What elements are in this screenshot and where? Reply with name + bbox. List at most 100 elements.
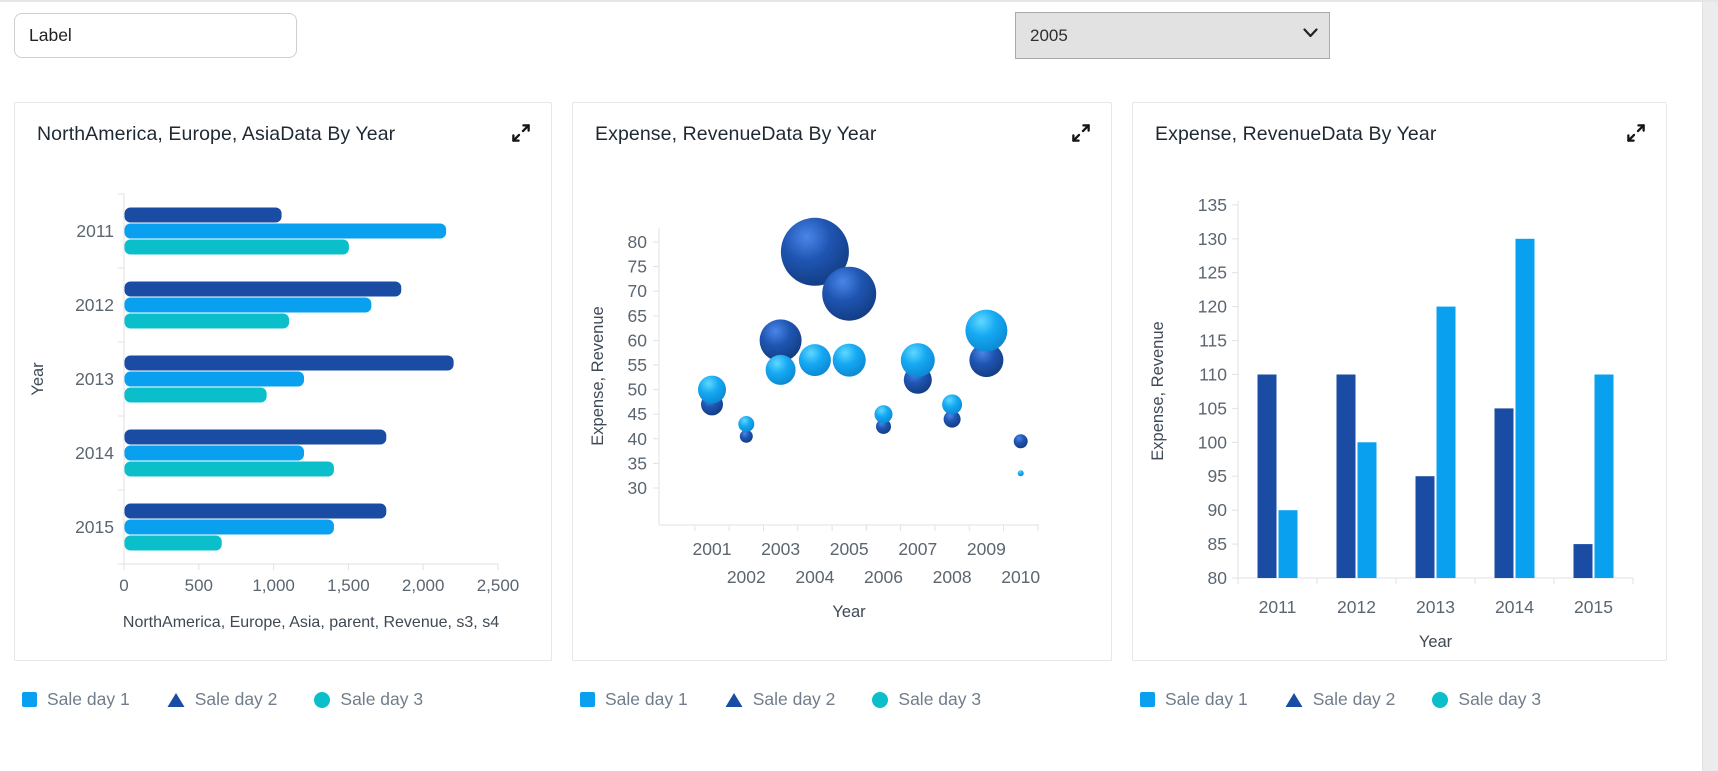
svg-text:2003: 2003	[761, 539, 800, 559]
svg-text:2014: 2014	[75, 443, 114, 463]
svg-text:2015: 2015	[1574, 597, 1613, 617]
chart-card-vertical-bar: Expense, RevenueData By Year 80 85 90 95 100…	[1132, 102, 1667, 661]
bubble	[780, 217, 849, 286]
bubble	[798, 344, 831, 377]
legend-item-sale-day-1[interactable]: Sale day 1	[580, 689, 688, 710]
chart-card-horizontal-bar: NorthAmerica, Europe, AsiaData By Year 0…	[14, 102, 552, 661]
legend-item-label: Sale day 1	[47, 689, 130, 709]
bar	[1257, 374, 1277, 578]
svg-text:Year: Year	[29, 362, 47, 396]
svg-text:115: 115	[1199, 331, 1227, 351]
svg-text:125: 125	[1198, 263, 1227, 283]
svg-text:2,500: 2,500	[477, 576, 520, 595]
card-header: Expense, RevenueData By Year	[1133, 103, 1666, 147]
legend-square-icon	[1140, 692, 1155, 707]
bubble	[1013, 434, 1028, 449]
expand-button[interactable]	[507, 119, 535, 147]
legend-item-sale-day-2[interactable]: Sale day 2	[725, 689, 836, 710]
bubble	[876, 419, 891, 434]
bubble	[900, 343, 935, 378]
legend-item-sale-day-2[interactable]: Sale day 2	[1285, 689, 1396, 710]
legend-item-sale-day-3[interactable]: Sale day 3	[1432, 689, 1541, 710]
expand-button[interactable]	[1067, 119, 1095, 147]
legend-triangle-icon	[167, 692, 185, 708]
legend-square-icon	[22, 692, 37, 707]
bubble	[874, 405, 893, 424]
legend-circle-icon	[314, 691, 331, 708]
svg-text:Year: Year	[1419, 633, 1453, 651]
legend-item-sale-day-2[interactable]: Sale day 2	[167, 689, 278, 710]
svg-text:2009: 2009	[967, 539, 1006, 559]
bar	[124, 355, 454, 371]
svg-text:2,000: 2,000	[402, 576, 445, 595]
svg-text:85: 85	[1208, 534, 1227, 554]
chart-title: Expense, RevenueData By Year	[1155, 123, 1437, 145]
svg-text:110: 110	[1199, 364, 1227, 384]
bar	[124, 223, 447, 239]
svg-text:2010: 2010	[1001, 567, 1040, 587]
svg-text:2001: 2001	[693, 539, 732, 559]
legend-item-label: Sale day 2	[752, 689, 836, 709]
bubble	[969, 343, 1004, 378]
svg-text:2002: 2002	[727, 567, 766, 587]
svg-text:120: 120	[1198, 297, 1227, 317]
legend-item-label: Sale day 3	[898, 689, 982, 709]
cards-row: NorthAmerica, Europe, AsiaData By Year 0…	[14, 102, 1718, 710]
legend-item-label: Sale day 3	[340, 689, 424, 709]
svg-text:2015: 2015	[75, 517, 114, 537]
svg-text:40: 40	[628, 429, 648, 449]
svg-text:2012: 2012	[75, 295, 114, 315]
svg-text:35: 35	[628, 453, 647, 473]
svg-text:100: 100	[1198, 432, 1227, 452]
bar	[1336, 374, 1356, 578]
svg-text:2013: 2013	[1416, 597, 1455, 617]
bubble	[942, 394, 963, 415]
legend-item-sale-day-1[interactable]: Sale day 1	[1140, 689, 1248, 710]
right-gutter	[1702, 2, 1718, 771]
bar	[124, 519, 334, 535]
legend-item-sale-day-1[interactable]: Sale day 1	[22, 689, 130, 710]
svg-text:2012: 2012	[1337, 597, 1376, 617]
svg-text:70: 70	[628, 281, 648, 301]
year-select[interactable]: 2005	[1015, 12, 1330, 59]
svg-text:105: 105	[1198, 398, 1227, 418]
svg-text:2011: 2011	[1259, 597, 1297, 617]
legend: Sale day 1 Sale day 2 Sale day 3	[580, 689, 1112, 710]
toolbar: 2005	[0, 2, 1718, 72]
chart-column-bubble: Expense, RevenueData By Year 30 35 40 45 50 5…	[572, 102, 1112, 710]
legend-item-label: Sale day 3	[1458, 689, 1542, 709]
bar	[124, 387, 267, 403]
svg-text:Expense, Revenue: Expense, Revenue	[1149, 321, 1167, 460]
bar	[124, 239, 349, 255]
svg-text:50: 50	[628, 380, 648, 400]
bubble	[943, 410, 961, 428]
label-input[interactable]	[14, 13, 297, 58]
horizontal-bar-chart: 0 500 1,000 1,500 2,000 2,500 2011 2012 2013 2014…	[15, 161, 551, 641]
legend-item-label: Sale day 2	[1312, 689, 1396, 709]
legend-item-label: Sale day 1	[1165, 689, 1248, 709]
legend-item-label: Sale day 2	[194, 689, 278, 709]
bar	[124, 503, 387, 519]
legend-circle-icon	[1432, 691, 1449, 708]
expand-button[interactable]	[1622, 119, 1650, 147]
legend: Sale day 1 Sale day 2 Sale day 3	[1140, 689, 1667, 710]
svg-text:95: 95	[1208, 466, 1227, 486]
legend-item-sale-day-3[interactable]: Sale day 3	[314, 689, 423, 710]
bar	[124, 207, 282, 223]
legend-item-sale-day-3[interactable]: Sale day 3	[872, 689, 981, 710]
svg-text:Year: Year	[832, 603, 866, 621]
svg-text:NorthAmerica, Europe, Asia, pa: NorthAmerica, Europe, Asia, parent, Reve…	[123, 614, 499, 631]
svg-text:2011: 2011	[76, 221, 114, 241]
bar	[124, 371, 305, 387]
chart-column-bar-vertical: Expense, RevenueData By Year 80 85 90 95 100…	[1132, 102, 1667, 710]
vertical-bar-canvas: 80 85 90 95 100 105 110 115 120 125 130 135 2011 2012…	[1149, 195, 1634, 651]
svg-text:45: 45	[628, 404, 647, 424]
chart-title: Expense, RevenueData By Year	[595, 123, 877, 145]
bubble	[738, 416, 755, 432]
svg-text:75: 75	[628, 257, 647, 277]
year-dropdown[interactable]: 2005	[1015, 12, 1330, 59]
bubble	[832, 343, 866, 377]
bar	[124, 429, 387, 445]
bar	[124, 461, 334, 477]
svg-text:90: 90	[1208, 500, 1228, 520]
